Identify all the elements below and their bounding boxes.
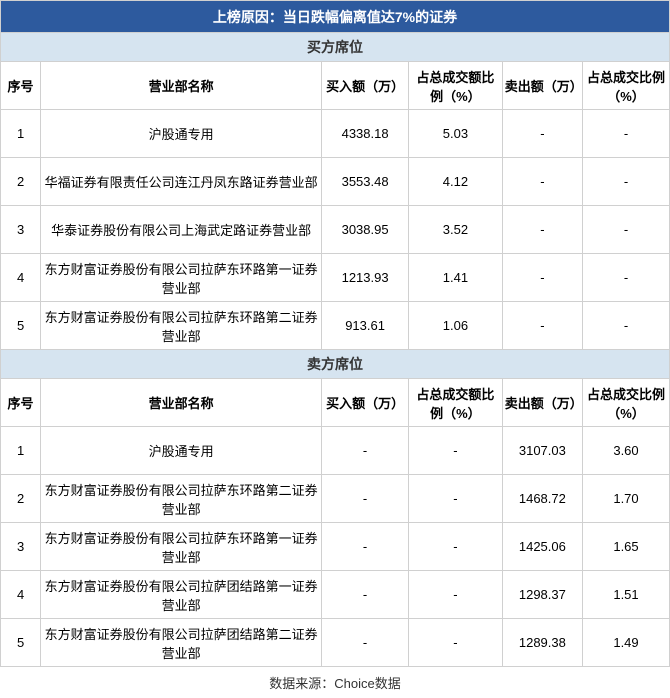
- cell-seq: 2: [1, 475, 41, 523]
- col-name-header: 营业部名称: [41, 379, 322, 427]
- cell-name: 东方财富证券股份有限公司拉萨东环路第二证券营业部: [41, 302, 322, 350]
- cell-buy_amt: 4338.18: [322, 110, 409, 158]
- cell-sell_pct: -: [583, 302, 670, 350]
- cell-seq: 2: [1, 158, 41, 206]
- cell-sell_pct: 1.70: [583, 475, 670, 523]
- col-seq-header: 序号: [1, 62, 41, 110]
- cell-buy_pct: -: [409, 427, 503, 475]
- cell-sell_pct: 1.65: [583, 523, 670, 571]
- cell-sell_amt: -: [502, 110, 582, 158]
- cell-buy_pct: 3.52: [409, 206, 503, 254]
- col-buyamt-header: 买入额（万）: [322, 379, 409, 427]
- col-sellamt-header: 卖出额（万）: [502, 379, 582, 427]
- cell-buy_pct: -: [409, 619, 503, 667]
- cell-sell_pct: -: [583, 110, 670, 158]
- cell-sell_pct: -: [583, 206, 670, 254]
- col-buypct-header: 占总成交额比例（%）: [409, 379, 503, 427]
- cell-buy_amt: 3553.48: [322, 158, 409, 206]
- buyer-header-row: 序号 营业部名称 买入额（万） 占总成交额比例（%） 卖出额（万） 占总成交比例…: [1, 62, 670, 110]
- seller-section-row: 卖方席位: [1, 350, 670, 379]
- col-seq-header: 序号: [1, 379, 41, 427]
- cell-name: 华福证券有限责任公司连江丹凤东路证券营业部: [41, 158, 322, 206]
- cell-buy_amt: 3038.95: [322, 206, 409, 254]
- cell-buy_amt: -: [322, 427, 409, 475]
- cell-sell_amt: 1289.38: [502, 619, 582, 667]
- cell-sell_pct: -: [583, 158, 670, 206]
- table-row: 5东方财富证券股份有限公司拉萨东环路第二证券营业部913.611.06--: [1, 302, 670, 350]
- table-row: 3东方财富证券股份有限公司拉萨东环路第一证券营业部--1425.061.65: [1, 523, 670, 571]
- col-buypct-header: 占总成交额比例（%）: [409, 62, 503, 110]
- cell-buy_pct: 5.03: [409, 110, 503, 158]
- table-row: 1沪股通专用4338.185.03--: [1, 110, 670, 158]
- cell-sell_amt: 1425.06: [502, 523, 582, 571]
- cell-name: 东方财富证券股份有限公司拉萨东环路第一证券营业部: [41, 523, 322, 571]
- cell-name: 华泰证券股份有限公司上海武定路证券营业部: [41, 206, 322, 254]
- data-source-footer: 数据来源：Choice数据: [0, 667, 670, 698]
- seller-body: 1沪股通专用--3107.033.602东方财富证券股份有限公司拉萨东环路第二证…: [1, 427, 670, 667]
- cell-sell_amt: -: [502, 302, 582, 350]
- cell-sell_amt: 3107.03: [502, 427, 582, 475]
- cell-sell_pct: 3.60: [583, 427, 670, 475]
- table-row: 2东方财富证券股份有限公司拉萨东环路第二证券营业部--1468.721.70: [1, 475, 670, 523]
- cell-seq: 1: [1, 110, 41, 158]
- cell-buy_pct: -: [409, 475, 503, 523]
- cell-sell_amt: -: [502, 158, 582, 206]
- cell-buy_amt: -: [322, 523, 409, 571]
- cell-sell_amt: 1468.72: [502, 475, 582, 523]
- cell-sell_pct: -: [583, 254, 670, 302]
- cell-buy_pct: 1.06: [409, 302, 503, 350]
- title-row: 上榜原因：当日跌幅偏离值达7%的证券: [1, 1, 670, 33]
- cell-seq: 5: [1, 619, 41, 667]
- cell-seq: 3: [1, 206, 41, 254]
- table-row: 2华福证券有限责任公司连江丹凤东路证券营业部3553.484.12--: [1, 158, 670, 206]
- cell-buy_amt: 1213.93: [322, 254, 409, 302]
- data-table: 上榜原因：当日跌幅偏离值达7%的证券 买方席位 序号 营业部名称 买入额（万） …: [0, 0, 670, 667]
- cell-name: 沪股通专用: [41, 110, 322, 158]
- table-row: 4东方财富证券股份有限公司拉萨东环路第一证券营业部1213.931.41--: [1, 254, 670, 302]
- seller-header-row: 序号 营业部名称 买入额（万） 占总成交额比例（%） 卖出额（万） 占总成交比例…: [1, 379, 670, 427]
- cell-seq: 4: [1, 254, 41, 302]
- cell-buy_amt: -: [322, 475, 409, 523]
- buyer-section-label: 买方席位: [1, 33, 670, 62]
- cell-sell_amt: -: [502, 254, 582, 302]
- cell-buy_pct: -: [409, 523, 503, 571]
- cell-buy_pct: 1.41: [409, 254, 503, 302]
- col-sellamt-header: 卖出额（万）: [502, 62, 582, 110]
- cell-seq: 1: [1, 427, 41, 475]
- cell-name: 东方财富证券股份有限公司拉萨团结路第二证券营业部: [41, 619, 322, 667]
- buyer-body: 1沪股通专用4338.185.03--2华福证券有限责任公司连江丹凤东路证券营业…: [1, 110, 670, 350]
- cell-name: 沪股通专用: [41, 427, 322, 475]
- table-row: 3华泰证券股份有限公司上海武定路证券营业部3038.953.52--: [1, 206, 670, 254]
- cell-name: 东方财富证券股份有限公司拉萨东环路第二证券营业部: [41, 475, 322, 523]
- table-container: 上榜原因：当日跌幅偏离值达7%的证券 买方席位 序号 营业部名称 买入额（万） …: [0, 0, 670, 698]
- cell-seq: 3: [1, 523, 41, 571]
- cell-buy_pct: 4.12: [409, 158, 503, 206]
- seller-section-label: 卖方席位: [1, 350, 670, 379]
- buyer-section-row: 买方席位: [1, 33, 670, 62]
- col-sellpct-header: 占总成交比例（%）: [583, 379, 670, 427]
- col-name-header: 营业部名称: [41, 62, 322, 110]
- cell-sell_pct: 1.49: [583, 619, 670, 667]
- cell-name: 东方财富证券股份有限公司拉萨东环路第一证券营业部: [41, 254, 322, 302]
- table-row: 1沪股通专用--3107.033.60: [1, 427, 670, 475]
- table-row: 5东方财富证券股份有限公司拉萨团结路第二证券营业部--1289.381.49: [1, 619, 670, 667]
- cell-sell_amt: -: [502, 206, 582, 254]
- col-buyamt-header: 买入额（万）: [322, 62, 409, 110]
- cell-buy_amt: 913.61: [322, 302, 409, 350]
- table-title: 上榜原因：当日跌幅偏离值达7%的证券: [1, 1, 670, 33]
- col-sellpct-header: 占总成交比例（%）: [583, 62, 670, 110]
- cell-seq: 5: [1, 302, 41, 350]
- cell-buy_amt: -: [322, 619, 409, 667]
